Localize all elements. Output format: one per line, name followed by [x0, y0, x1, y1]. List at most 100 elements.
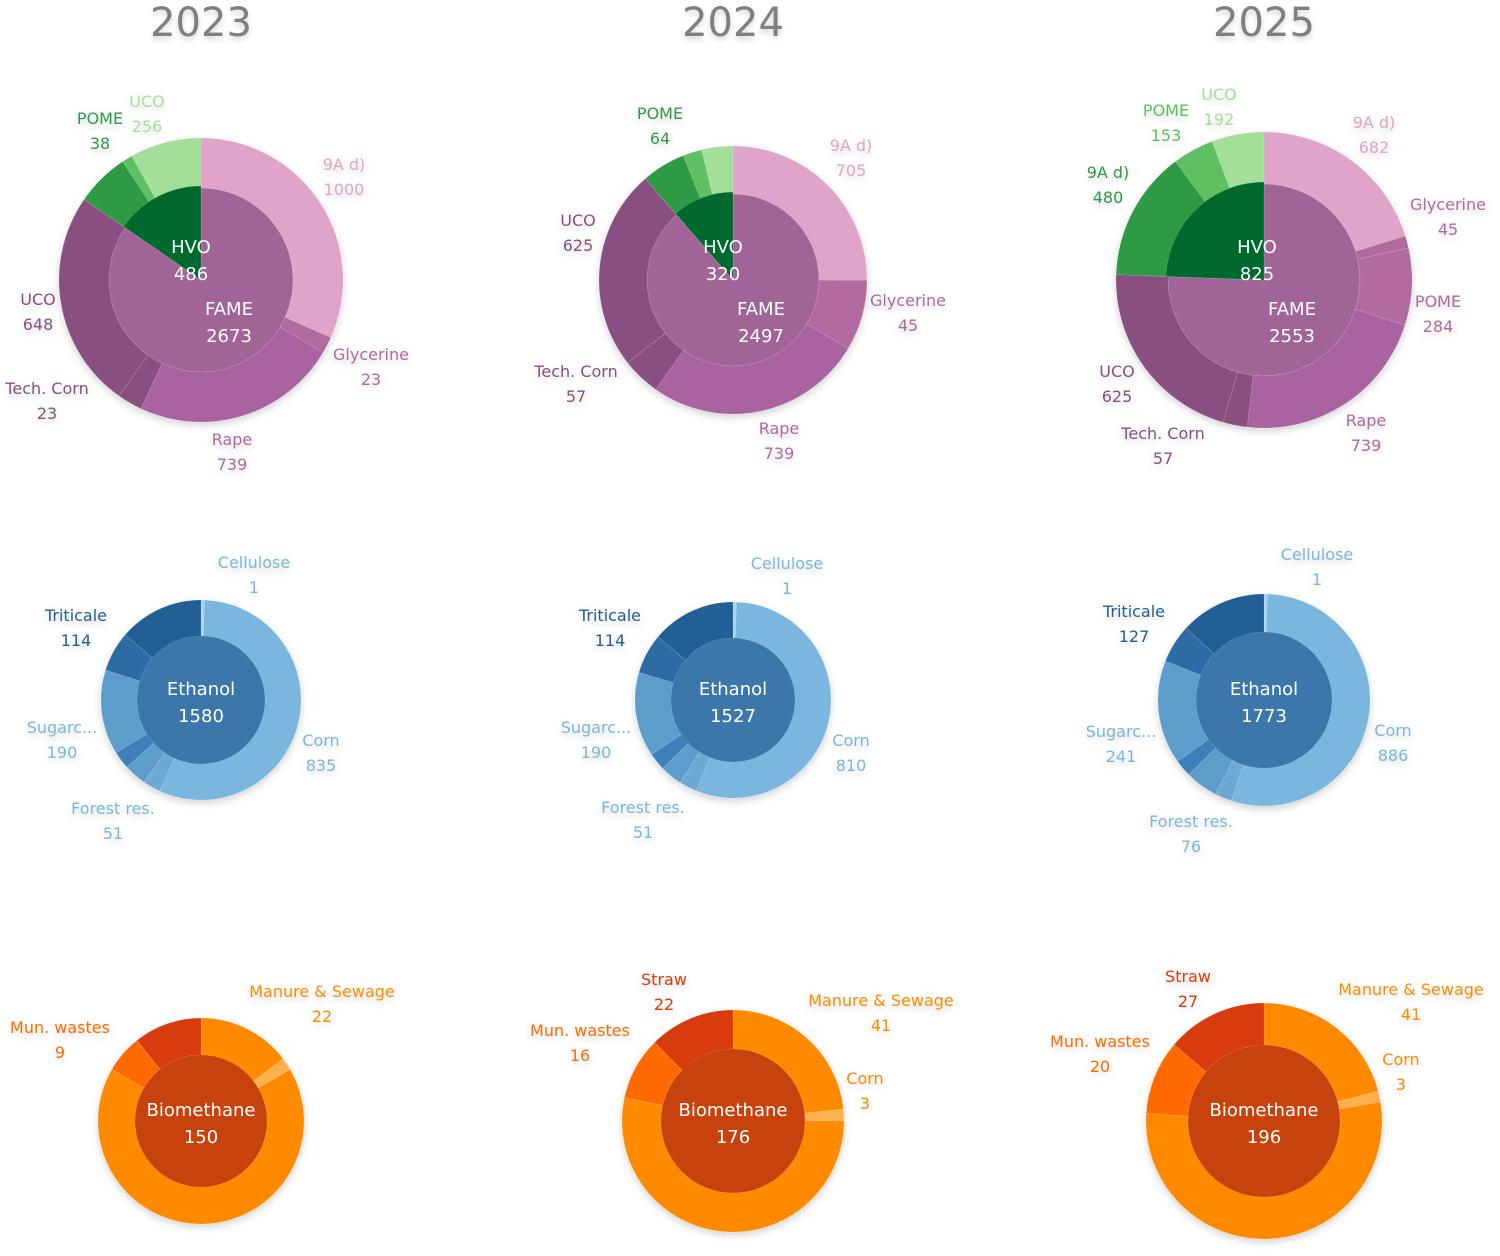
eth-seg-3-4-label: Triticale [44, 606, 107, 625]
eth-seg-4-4-label: Triticale [578, 606, 641, 625]
bio-seg-7-0-label: Manure & Sewage [808, 991, 954, 1010]
seg-1-4-value: 625 [563, 236, 594, 255]
fame-ring-9ad [200, 137, 344, 339]
eth-seg-5-0-label: Cellulose [1281, 545, 1353, 564]
seg-0-6-value: 256 [132, 117, 163, 136]
ethanol-center-disc [671, 638, 795, 762]
biomethane-8-center-label: Biomethane [1210, 1100, 1319, 1121]
bio-seg-7-0-value: 41 [871, 1016, 891, 1035]
fame-ring-uco [58, 198, 149, 397]
seg-2-6-value: 480 [1093, 188, 1124, 207]
eth-seg-3-2-value: 51 [103, 824, 123, 843]
seg-2-2-label: POME [1415, 292, 1461, 311]
ethanol-chart-4: Ethanol 1527 Cellulose 1 Corn 810 Forest res. 5… [561, 554, 870, 842]
biomethane-center-disc [135, 1055, 267, 1187]
biomethane-center-disc [661, 1049, 805, 1193]
eth-seg-3-4-value: 114 [61, 631, 92, 650]
seg-1-1-label: Glycerine [870, 291, 946, 310]
ethanol-center-disc [137, 636, 265, 764]
seg-1-2-value: 739 [764, 444, 795, 463]
eth-seg-4-3-value: 190 [581, 743, 612, 762]
seg-1-3-value: 57 [566, 387, 586, 406]
eth-seg-3-0-value: 1 [249, 578, 259, 597]
bio-seg-8-0-label: Manure & Sewage [1338, 980, 1484, 999]
bio-seg-8-3-value: 27 [1178, 992, 1198, 1011]
eth-seg-4-1-value: 810 [836, 756, 867, 775]
biomethane-chart-6: Biomethane 150 Manure & Sewage 22 Mun. waste… [10, 982, 395, 1225]
eth-seg-5-4-label: Triticale [1102, 602, 1165, 621]
seg-0-2-label: Rape [212, 430, 253, 449]
seg-2-7-label: POME [1143, 101, 1189, 120]
biomethane-chart-7: Biomethane 176 Manure & Sewage 41 Corn 3 Mun. … [530, 970, 954, 1233]
seg-0-6-label: UCO [129, 92, 164, 111]
seg-2-3-label: Rape [1346, 411, 1387, 430]
seg-2-0-value: 682 [1359, 138, 1390, 157]
biomethane-6-center-label: Biomethane [147, 1100, 256, 1121]
ethanol-chart-5: Ethanol 1773 Cellulose 1 Corn 886 Forest res. 7… [1086, 545, 1412, 856]
seg-1-0-label: 9A d) [830, 136, 873, 155]
ethanol-4-center-label: Ethanol [699, 679, 767, 700]
seg-2-8-label: UCO [1201, 85, 1236, 104]
biodiesel-chart-0: FAME 2673 HVO 486 9A d) 1000 Glycerine 23 Rape 73… [4, 92, 409, 474]
seg-1-1-value: 45 [898, 316, 918, 335]
eth-seg-5-1-label: Corn [1374, 721, 1411, 740]
biomethane-chart-8: Biomethane 196 Manure & Sewage 41 Corn 3 Mun. … [1050, 967, 1484, 1240]
seg-0-3-label: Tech. Corn [4, 379, 88, 398]
seg-0-2-value: 739 [217, 455, 248, 474]
eth-seg-3-1-value: 835 [306, 756, 337, 775]
ethanol-5-center-label: Ethanol [1230, 679, 1298, 700]
seg-2-4-label: Tech. Corn [1120, 424, 1204, 443]
year-title-2025: 2025 [1213, 0, 1315, 46]
seg-2-3-value: 739 [1351, 436, 1382, 455]
bio-seg-7-3-label: Straw [641, 970, 687, 989]
seg-0-5-value: 38 [90, 134, 110, 153]
seg-0-1-label: Glycerine [333, 345, 409, 364]
biomethane-8-center-value: 196 [1247, 1127, 1281, 1148]
hvo-1-center-label: HVO [703, 237, 743, 258]
seg-0-1-value: 23 [361, 370, 381, 389]
fame-2-center-value: 2553 [1269, 326, 1315, 347]
eth-seg-4-0-label: Cellulose [751, 554, 823, 573]
eth-seg-4-4-value: 114 [595, 631, 626, 650]
ethanol-5-center-value: 1773 [1241, 706, 1287, 727]
eth-seg-4-2-value: 51 [633, 823, 653, 842]
seg-2-4-value: 57 [1153, 449, 1173, 468]
eth-seg-3-3-label: Sugarc... [27, 718, 98, 737]
bio-seg-6-0-value: 22 [312, 1007, 332, 1026]
biomethane-7-center-label: Biomethane [679, 1100, 788, 1121]
fame-2-center-label: FAME [1268, 299, 1316, 320]
hvo-0-center-value: 486 [174, 264, 208, 285]
fame-1-center-value: 2497 [738, 326, 784, 347]
eth-seg-4-0-value: 1 [782, 579, 792, 598]
seg-1-5-value: 64 [650, 129, 670, 148]
eth-seg-3-2-label: Forest res. [71, 799, 155, 818]
seg-2-1-value: 45 [1438, 220, 1458, 239]
year-title-2023: 2023 [150, 0, 252, 46]
bio-seg-7-1-label: Corn [846, 1069, 883, 1088]
seg-2-5-value: 625 [1102, 387, 1133, 406]
year-title-2024: 2024 [682, 0, 784, 46]
hvo-1-center-value: 320 [706, 264, 740, 285]
ethanol-chart-3: Ethanol 1580 Cellulose 1 Corn 835 Forest res. 5… [27, 553, 340, 843]
fame-0-center-value: 2673 [206, 326, 252, 347]
hvo-center-slice [1165, 181, 1265, 281]
ethanol-center-disc [1196, 632, 1332, 768]
biomethane-center-disc [1188, 1045, 1340, 1197]
hvo-center-slice [674, 191, 734, 281]
bio-seg-8-0-value: 41 [1401, 1005, 1421, 1024]
seg-0-4-value: 648 [23, 315, 54, 334]
seg-0-0-label: 9A d) [323, 155, 366, 174]
seg-2-0-label: 9A d) [1353, 113, 1396, 132]
bio-seg-8-1-label: Corn [1382, 1050, 1419, 1069]
bio-seg-8-2-value: 20 [1090, 1057, 1110, 1076]
eth-seg-5-3-value: 241 [1106, 747, 1137, 766]
eth-seg-5-2-value: 76 [1181, 837, 1201, 856]
seg-0-5-label: POME [77, 109, 123, 128]
fame-1-center-label: FAME [737, 299, 785, 320]
bio-seg-7-2-value: 16 [570, 1046, 590, 1065]
eth-seg-3-0-label: Cellulose [218, 553, 290, 572]
bio-seg-8-1-value: 3 [1396, 1075, 1406, 1094]
eth-seg-3-1-label: Corn [302, 731, 339, 750]
